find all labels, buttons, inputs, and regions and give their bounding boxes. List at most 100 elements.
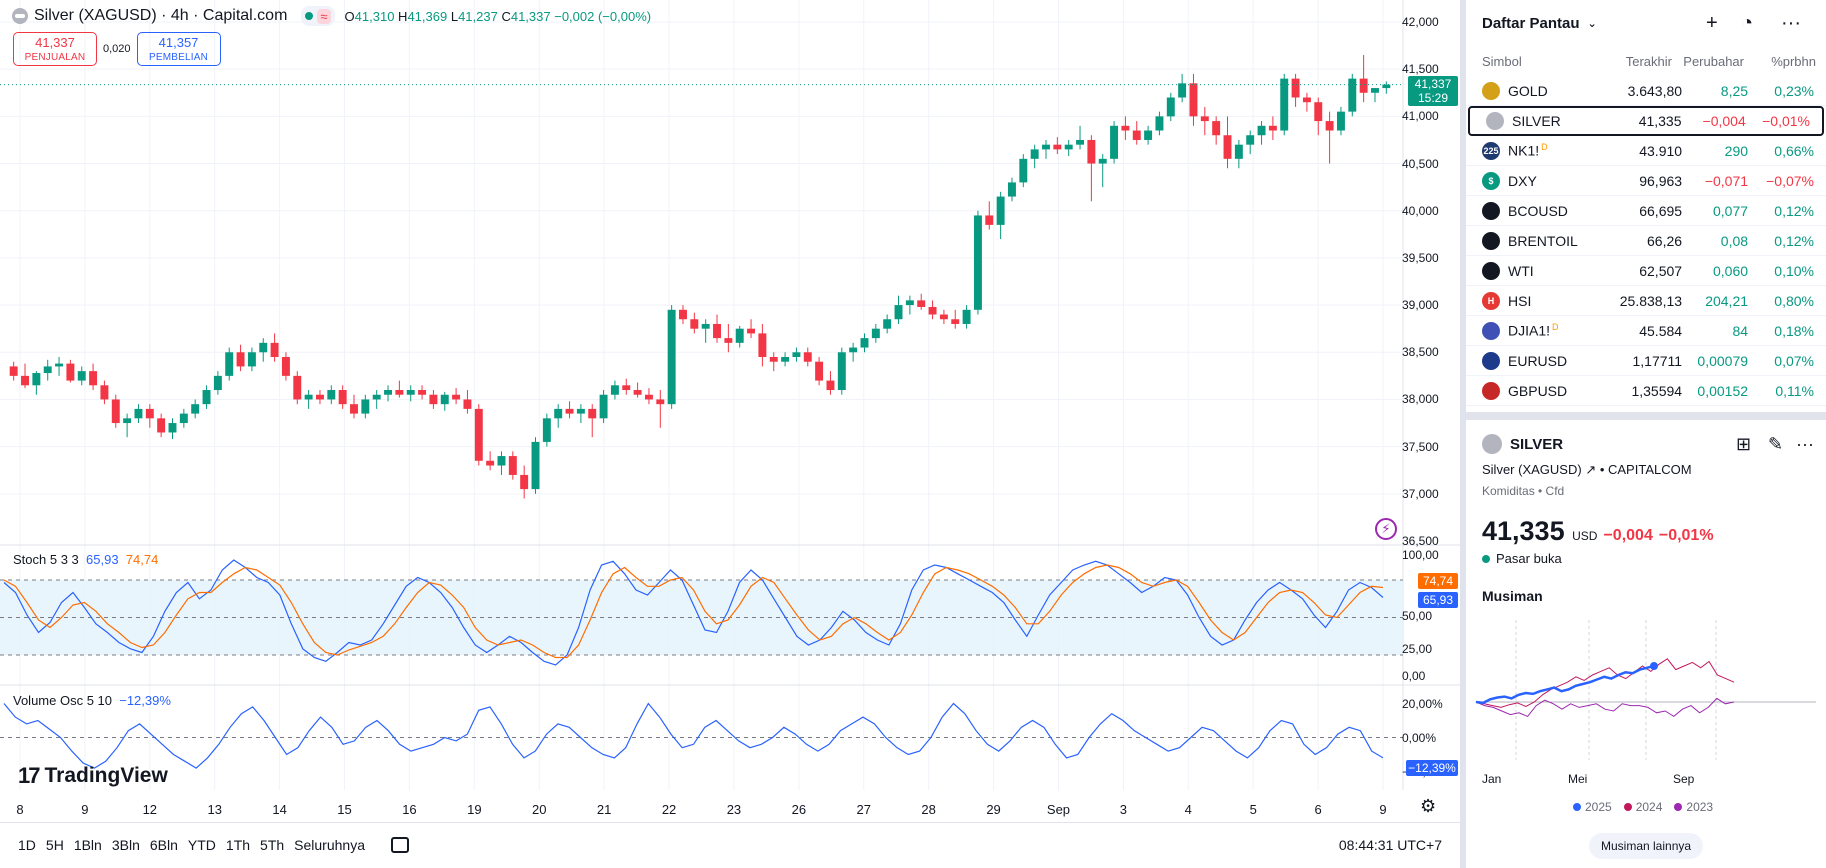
watchlist-change: 8,25 xyxy=(1720,82,1749,99)
candle xyxy=(1087,139,1096,164)
range-1d[interactable]: 1D xyxy=(18,836,36,853)
candle xyxy=(1246,135,1255,145)
add-symbol-icon[interactable]: + xyxy=(1706,11,1718,34)
watchlist-change: −0,004 xyxy=(1702,113,1746,129)
price-axis-label: 42,000 xyxy=(1402,15,1439,29)
hsi-icon: H xyxy=(1482,291,1500,310)
watchlist-row-dxy[interactable]: $ DXY 96,963 −0,071 −0,07% xyxy=(1466,166,1826,196)
legend-2023[interactable]: 2023 xyxy=(1674,800,1713,814)
candle xyxy=(486,460,495,466)
more-options-icon[interactable]: ··· xyxy=(1781,11,1801,34)
watchlist-title[interactable]: Daftar Pantau xyxy=(1482,14,1580,32)
candle xyxy=(1268,125,1277,131)
watchlist-row-hsi[interactable]: H HSI 25.838,13 204,21 0,80% xyxy=(1466,286,1826,316)
candle xyxy=(1132,130,1141,140)
range-ytd[interactable]: YTD xyxy=(187,836,216,853)
time-axis-label: 3 xyxy=(1119,802,1127,817)
season-month-sep: Sep xyxy=(1673,772,1695,786)
market-status: Pasar buka xyxy=(1482,551,1810,566)
watchlist-last: 25.838,13 xyxy=(1619,292,1683,309)
tradingview-mark-icon: 17 xyxy=(18,763,41,788)
more-seasonals-button[interactable]: Musiman lainnya xyxy=(1589,833,1704,859)
bottom-toolbar: 1D 5H 1Bln 3Bln 6Bln YTD 1Th 5Th Seluruhnya 08:4… xyxy=(0,822,1460,866)
watchlist-row-silver[interactable]: SILVER 41,335 −0,004 −0,01% xyxy=(1468,106,1824,136)
col-pct[interactable]: %prbhn xyxy=(1771,53,1816,69)
panel-divider[interactable] xyxy=(1460,0,1466,868)
seasonal-chart[interactable] xyxy=(1466,620,1826,770)
range-seluruhnya[interactable]: Seluruhnya xyxy=(294,836,365,853)
range-1th[interactable]: 1Th xyxy=(225,836,251,853)
watchlist-row-gbpusd[interactable]: GBPUSD 1,35594 0,00152 0,11% xyxy=(1466,376,1826,406)
time-axis-label: 19 xyxy=(467,802,482,817)
range-5h[interactable]: 5H xyxy=(45,836,64,853)
range-5th[interactable]: 5Th xyxy=(260,836,285,853)
pie-chart-icon[interactable]: ◔ xyxy=(1741,11,1754,34)
watchlist-row-bcousd[interactable]: BCOUSD 66,695 0,077 0,12% xyxy=(1466,196,1826,226)
range-3bln[interactable]: 3Bln xyxy=(111,836,140,853)
watchlist-last: 66,26 xyxy=(1647,232,1683,249)
candle xyxy=(440,394,449,405)
market-open-dot xyxy=(1482,555,1490,563)
watchlist-pct: 0,07% xyxy=(1774,352,1814,369)
chart-area[interactable]: Silver (XAGUSD) · 4h · Capital.com ≈ O41… xyxy=(0,0,1460,820)
watchlist-row-brentoil[interactable]: BRENTOIL 66,26 0,08 0,12% xyxy=(1466,226,1826,256)
watchlist-symbol: NK1! D xyxy=(1508,142,1548,159)
col-last[interactable]: Terakhir xyxy=(1625,53,1672,69)
details-price: 41,335 USD −0,004 −0,01% xyxy=(1482,516,1714,546)
watchlist-last: 1,35594 xyxy=(1631,382,1683,399)
candle xyxy=(1234,144,1243,159)
stoch-legend[interactable]: Stoch 5 3 3 65,93 74,74 xyxy=(13,552,159,567)
candle xyxy=(1064,144,1073,150)
watchlist-header: Daftar Pantau ⌄ + ◔ ··· xyxy=(1466,0,1826,46)
watchlist-last: 41,335 xyxy=(1638,113,1682,129)
settings-gear-icon[interactable]: ⚙ xyxy=(1420,796,1437,816)
lightning-icon[interactable]: ⚡ xyxy=(1375,518,1397,540)
watchlist-row-nk1[interactable]: 225 NK1! D 43.910 290 0,66% xyxy=(1466,136,1826,166)
candle xyxy=(622,385,631,391)
legend-2025[interactable]: 2025 xyxy=(1573,800,1612,814)
volosc-legend[interactable]: Volume Osc 5 10 −12,39% xyxy=(13,693,171,708)
edit-icon[interactable]: ✎ xyxy=(1768,433,1784,454)
tradingview-logo[interactable]: 17 TradingView xyxy=(18,763,168,788)
external-link-icon[interactable]: ↗ xyxy=(1585,462,1597,477)
market-open-dot xyxy=(305,12,314,20)
candle xyxy=(236,352,245,367)
price-axis-label: 38,500 xyxy=(1402,345,1439,360)
watchlist-row-eurusd[interactable]: EURUSD 1,17711 0,00079 0,07% xyxy=(1466,346,1826,376)
watchlist-row-wti[interactable]: WTI 62,507 0,060 0,10% xyxy=(1466,256,1826,286)
details-more-icon[interactable]: ··· xyxy=(1796,433,1814,454)
candle xyxy=(837,352,846,391)
grid-view-icon[interactable]: ⊞ xyxy=(1736,433,1752,454)
clock[interactable]: 08:44:31 UTC+7 xyxy=(1338,836,1442,853)
range-6bln[interactable]: 6Bln xyxy=(149,836,178,853)
candle xyxy=(361,399,370,414)
eu-flag-icon xyxy=(1482,351,1500,370)
time-axis-label: 28 xyxy=(921,802,936,817)
col-symbol[interactable]: Simbol xyxy=(1482,53,1522,69)
candle xyxy=(145,408,154,419)
legend-2024[interactable]: 2024 xyxy=(1623,800,1662,814)
market-status-pill[interactable]: ≈ xyxy=(301,6,335,26)
chart-canvas[interactable] xyxy=(0,0,1460,820)
chevron-down-icon[interactable]: ⌄ xyxy=(1587,17,1597,30)
watchlist-row-gold[interactable]: GOLD 3.643,80 8,25 0,23% xyxy=(1466,76,1826,106)
candle xyxy=(1007,182,1016,197)
watchlist-symbol: WTI xyxy=(1508,262,1534,279)
time-axis-label: 8 xyxy=(16,802,24,817)
watchlist-pct: 0,11% xyxy=(1775,382,1814,399)
candle xyxy=(826,380,835,391)
vo-line xyxy=(3,702,1384,769)
candle xyxy=(1019,158,1028,183)
chart-title[interactable]: Silver (XAGUSD) · 4h · Capital.com xyxy=(34,7,288,24)
calendar-icon[interactable] xyxy=(390,836,409,853)
range-1bln[interactable]: 1Bln xyxy=(73,836,102,853)
buy-button[interactable]: 41,357 PEMBELIAN xyxy=(136,32,221,66)
watchlist-row-djia1[interactable]: DJIA1! D 45.584 84 0,18% xyxy=(1466,316,1826,346)
stoch-k-tag: 65,93 xyxy=(1418,592,1458,608)
candle xyxy=(304,394,313,400)
watchlist-change: 0,08 xyxy=(1720,232,1749,249)
col-change[interactable]: Perubahar xyxy=(1683,53,1744,69)
watchlist-symbol: DXY xyxy=(1508,172,1537,189)
time-axis-label: 5 xyxy=(1249,802,1257,817)
sell-button[interactable]: 41,337 PENJUALAN xyxy=(13,32,97,66)
